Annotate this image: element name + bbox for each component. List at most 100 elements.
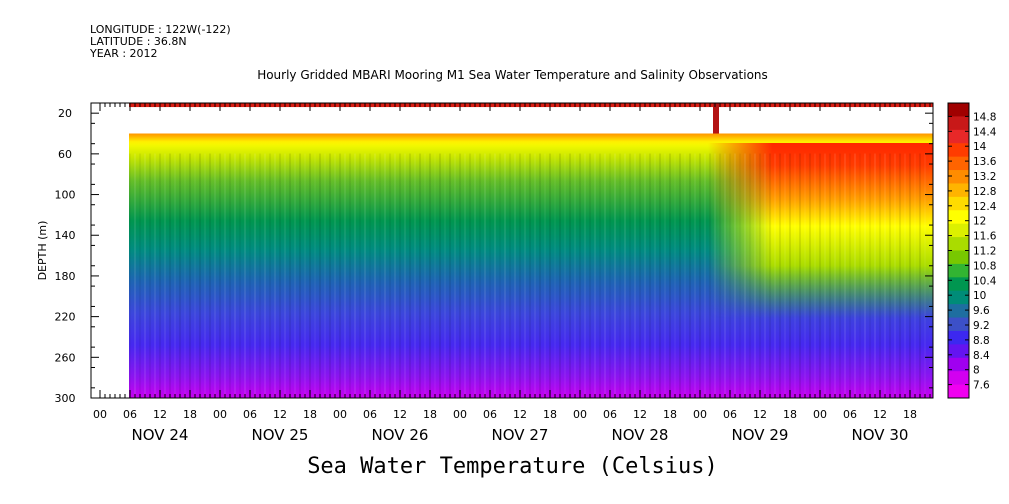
texture-stripe xyxy=(294,153,296,398)
colorbar-label: 7.6 xyxy=(973,380,990,392)
texture-stripe xyxy=(264,153,266,398)
surface-row xyxy=(129,103,933,108)
texture-stripe xyxy=(204,153,206,398)
x-tick-label: 18 xyxy=(183,408,197,421)
x-day-label: NOV 25 xyxy=(252,426,309,444)
texture-stripe xyxy=(684,153,686,398)
texture-stripe xyxy=(174,153,176,398)
texture-stripe xyxy=(534,153,536,398)
texture-stripe xyxy=(774,153,776,398)
texture-stripe xyxy=(184,153,186,398)
texture-stripe xyxy=(469,153,471,398)
colorbar-label: 11.2 xyxy=(973,246,996,258)
longitude-label: LONGITUDE : 122W(-122) xyxy=(90,23,231,36)
colorbar-swatch xyxy=(948,384,969,399)
texture-stripe xyxy=(499,153,501,398)
x-axis-title: Sea Water Temperature (Celsius) xyxy=(307,454,718,479)
x-tick-label: 12 xyxy=(753,408,767,421)
colorbar-swatch xyxy=(948,290,969,305)
texture-stripe xyxy=(769,153,771,398)
texture-stripe xyxy=(219,153,221,398)
texture-stripe xyxy=(319,153,321,398)
texture-stripe xyxy=(519,153,521,398)
texture-stripe xyxy=(904,153,906,398)
warm-intrusion xyxy=(129,133,933,398)
texture-stripe xyxy=(389,153,391,398)
x-tick-label: 18 xyxy=(903,408,917,421)
colorbar-label: 10.8 xyxy=(973,260,996,272)
x-day-label: NOV 27 xyxy=(492,426,549,444)
texture-stripe xyxy=(369,153,371,398)
x-day-label: NOV 24 xyxy=(132,426,189,444)
colorbar-label: 8.4 xyxy=(973,350,990,362)
texture-stripe xyxy=(564,153,566,398)
latitude-label: LATITUDE : 36.8N xyxy=(90,35,187,48)
texture-stripe xyxy=(334,153,336,398)
texture-stripe xyxy=(154,153,156,398)
y-tick-label: 100 xyxy=(55,189,76,202)
texture-stripe xyxy=(479,153,481,398)
texture-stripe xyxy=(854,153,856,398)
colorbar-label: 14.8 xyxy=(973,111,996,123)
texture-stripe xyxy=(834,153,836,398)
texture-stripe xyxy=(889,153,891,398)
colorbar-swatch xyxy=(948,210,969,225)
x-tick-label: 06 xyxy=(723,408,737,421)
texture-stripe xyxy=(274,153,276,398)
texture-stripe xyxy=(744,153,746,398)
x-tick-label: 12 xyxy=(153,408,167,421)
texture-stripe xyxy=(674,153,676,398)
texture-stripe xyxy=(864,153,866,398)
x-day-label: NOV 26 xyxy=(372,426,429,444)
colorbar-label: 13.2 xyxy=(973,171,996,183)
texture-stripe xyxy=(649,153,651,398)
texture-stripe xyxy=(599,153,601,398)
x-tick-label: 12 xyxy=(633,408,647,421)
x-tick-label: 18 xyxy=(423,408,437,421)
colorbar-swatch xyxy=(948,371,969,386)
texture-stripe xyxy=(269,153,271,398)
texture-stripe xyxy=(779,153,781,398)
x-tick-label: 00 xyxy=(93,408,107,421)
texture-stripe xyxy=(629,153,631,398)
texture-stripe xyxy=(379,153,381,398)
texture-stripe xyxy=(789,153,791,398)
colorbar-swatch xyxy=(948,170,969,184)
colorbar-label: 11.6 xyxy=(973,231,997,243)
texture-stripe xyxy=(254,153,256,398)
texture-stripe xyxy=(374,153,376,398)
texture-stripe xyxy=(659,153,661,398)
x-tick-label: 06 xyxy=(843,408,857,421)
x-tick-label: 18 xyxy=(543,408,557,421)
x-day-label: NOV 30 xyxy=(852,426,909,444)
texture-stripe xyxy=(324,153,326,398)
texture-stripe xyxy=(609,153,611,398)
texture-stripe xyxy=(729,153,731,398)
colorbar-swatch xyxy=(948,143,969,158)
colorbar-label: 14.4 xyxy=(973,126,997,138)
texture-stripe xyxy=(404,153,406,398)
texture-stripe xyxy=(454,153,456,398)
texture-stripe xyxy=(419,153,421,398)
texture-stripe xyxy=(569,153,571,398)
texture-stripe xyxy=(829,153,831,398)
texture-stripe xyxy=(749,153,751,398)
colorbar-swatch xyxy=(948,129,969,144)
texture-stripe xyxy=(129,153,131,398)
texture-stripe xyxy=(639,153,641,398)
texture-stripe xyxy=(539,153,541,398)
texture-stripe xyxy=(224,153,226,398)
texture-stripe xyxy=(259,153,261,398)
texture-stripe xyxy=(804,153,806,398)
texture-stripe xyxy=(859,153,861,398)
texture-stripe xyxy=(784,153,786,398)
texture-stripe xyxy=(594,153,596,398)
texture-stripe xyxy=(724,153,726,398)
texture-stripe xyxy=(299,153,301,398)
texture-stripe xyxy=(474,153,476,398)
texture-stripe xyxy=(249,153,251,398)
colorbar-swatch xyxy=(948,344,969,359)
texture-stripe xyxy=(559,153,561,398)
y-tick-label: 20 xyxy=(58,107,72,120)
texture-stripe xyxy=(909,153,911,398)
